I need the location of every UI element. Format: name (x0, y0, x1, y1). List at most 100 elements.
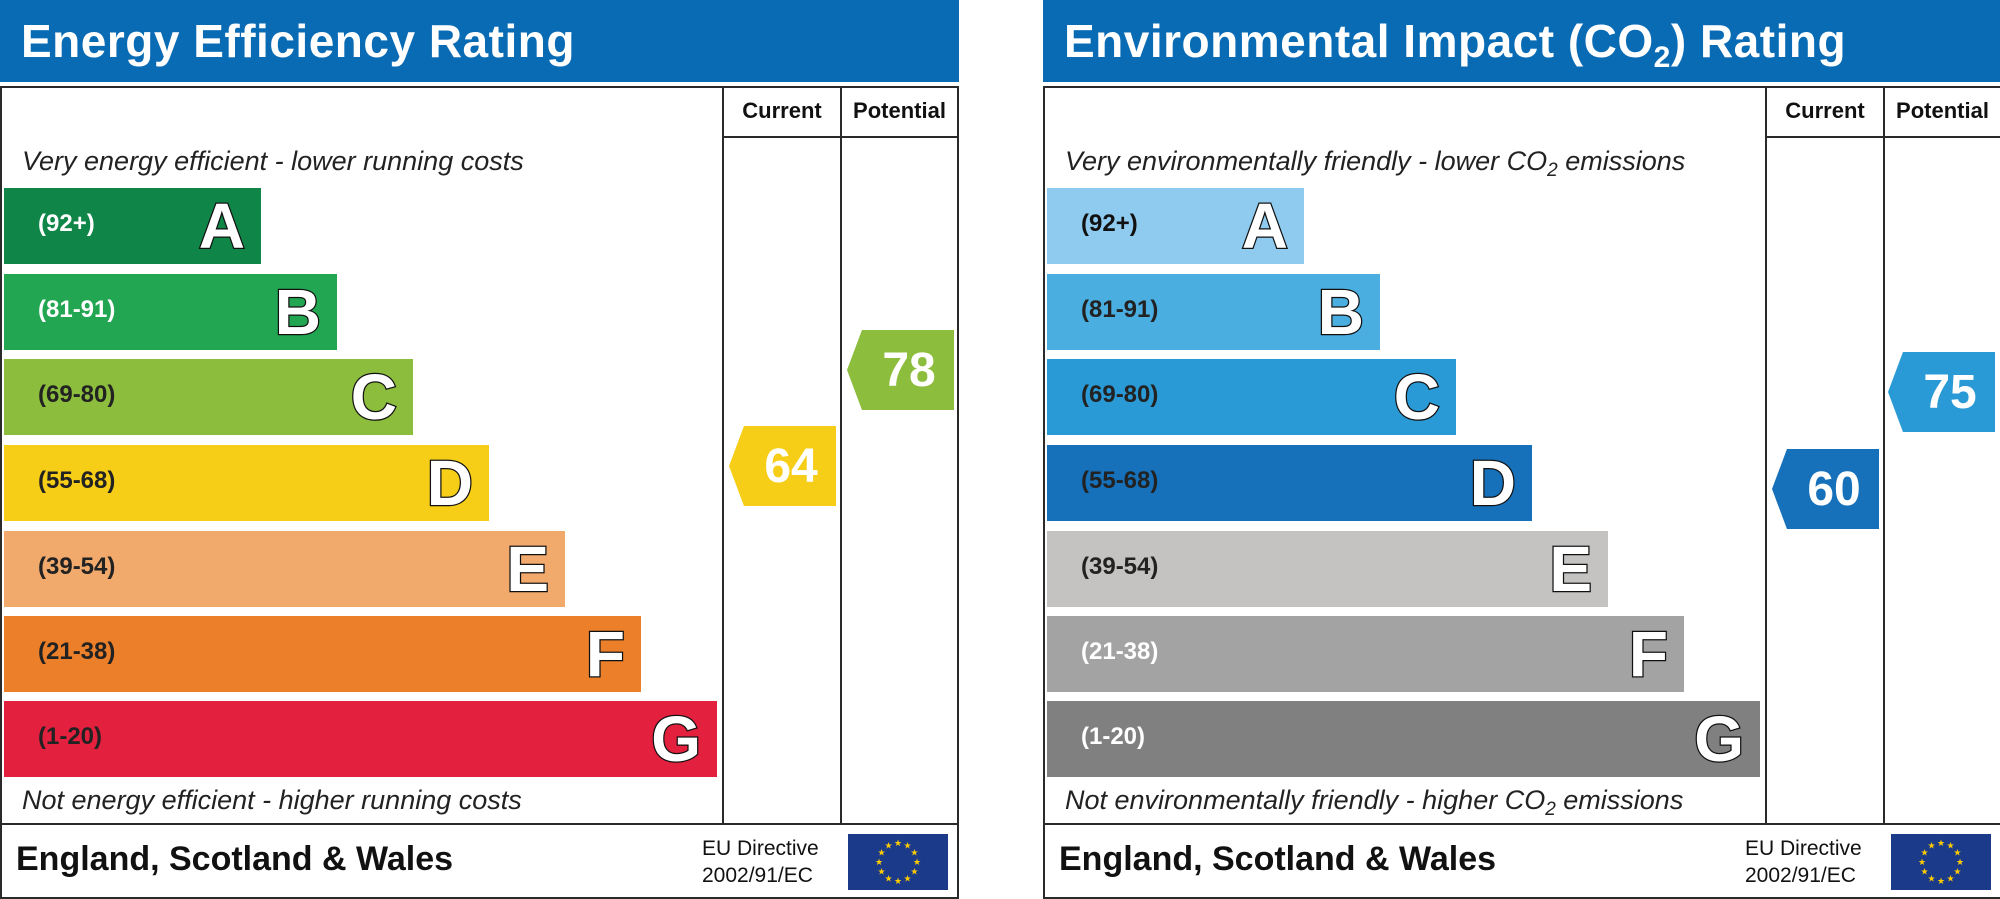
environment-divider-current (1765, 88, 1767, 823)
environment-current-header: Current (1785, 98, 1865, 123)
environment-band-f-letter: F (1628, 617, 1670, 692)
energy-directive-line1: EU Directive (702, 837, 819, 860)
environment-title-end: ) Rating (1670, 15, 1847, 67)
energy-band-b-range: (81-91) (38, 296, 116, 323)
environment-current-arrow: 60 (1772, 449, 1879, 529)
environmental-impact-panel: Environmental Impact (CO2) Rating Curren… (1043, 0, 2000, 899)
environment-band-c-letter: C (1393, 360, 1442, 435)
eu-star-icon: ★ (878, 848, 886, 858)
environment-band-e: (39-54) E (1047, 531, 1608, 607)
environment-header-rule (1765, 136, 2000, 138)
eu-star-icon: ★ (1937, 876, 1945, 886)
energy-current-value: 64 (764, 440, 818, 493)
eu-flag-icon: ★ ★ ★ ★ ★ ★ ★ ★ ★ ★ ★ ★ (848, 834, 948, 890)
environment-potential-arrow: 75 (1888, 352, 1995, 432)
energy-region: England, Scotland & Wales (16, 840, 454, 878)
environment-title: Environmental Impact (CO2) Rating (1064, 14, 1846, 75)
environment-divider-potential (1883, 88, 1885, 823)
eu-star-icon: ★ (910, 848, 918, 858)
energy-title: Energy Efficiency Rating (21, 15, 575, 67)
environment-band-b-range: (81-91) (1081, 296, 1159, 323)
energy-bottom-note: Not energy efficient - higher running co… (22, 785, 522, 815)
eu-star-icon: ★ (1927, 873, 1935, 883)
energy-band-g-letter: G (650, 702, 702, 777)
energy-current-header: Current (742, 98, 822, 123)
environment-band-a-letter: A (1241, 189, 1290, 264)
environment-band-a-range: (92+) (1081, 210, 1138, 237)
environment-band-b: (81-91) B (1047, 274, 1380, 350)
energy-band-d-range: (55-68) (38, 467, 116, 494)
energy-directive: EU Directive 2002/91/EC (702, 835, 819, 889)
environment-header: Environmental Impact (CO2) Rating (1043, 0, 2000, 82)
environment-potential-value: 75 (1923, 366, 1977, 419)
energy-band-f: (21-38) F (4, 616, 641, 692)
energy-band-b-letter: B (274, 275, 323, 350)
environment-band-g-range: (1-20) (1081, 723, 1146, 750)
environment-frame: Current Potential Very environmentally f… (1043, 86, 2000, 899)
environment-top-note-main: Very environmentally friendly - lower CO (1065, 146, 1548, 176)
energy-footer-rule (2, 823, 957, 825)
eu-star-icon: ★ (1921, 867, 1929, 877)
energy-directive-line2: 2002/91/EC (702, 864, 813, 887)
eu-star-icon: ★ (884, 841, 892, 851)
energy-top-note: Very energy efficient - lower running co… (22, 146, 524, 176)
eu-star-icon: ★ (1956, 857, 1964, 867)
environment-band-f: (21-38) F (1047, 616, 1684, 692)
energy-band-c-range: (69-80) (38, 381, 116, 408)
environment-bottom-note: Not environmentally friendly - higher CO… (1065, 785, 1684, 820)
energy-band-d: (55-68) D (4, 445, 489, 521)
energy-band-f-letter: F (585, 617, 627, 692)
eu-star-icon: ★ (894, 876, 902, 886)
environment-bottom-note-main: Not environmentally friendly - higher CO (1065, 785, 1546, 815)
environment-band-c: (69-80) C (1047, 359, 1456, 435)
environment-potential-header: Potential (1896, 98, 1989, 123)
eu-star-icon: ★ (1918, 857, 1926, 867)
environment-top-note: Very environmentally friendly - lower CO… (1065, 146, 1685, 181)
energy-potential-header: Potential (853, 98, 946, 123)
eu-star-icon: ★ (878, 867, 886, 877)
eu-star-icon: ★ (1921, 848, 1929, 858)
eu-star-icon: ★ (910, 867, 918, 877)
energy-band-e-range: (39-54) (38, 553, 116, 580)
energy-band-e-letter: E (505, 532, 550, 607)
environment-bottom-note-subscript: 2 (1545, 799, 1556, 820)
environment-directive: EU Directive 2002/91/EC (1745, 835, 1862, 889)
environment-band-g: (1-20) G (1047, 701, 1760, 777)
energy-band-f-range: (21-38) (38, 638, 116, 665)
eu-star-icon: ★ (1946, 841, 1954, 851)
environment-band-a: (92+) A (1047, 188, 1304, 264)
energy-band-a-range: (92+) (38, 210, 95, 237)
eu-star-icon: ★ (1946, 873, 1954, 883)
environment-bottom-note-end: emissions (1555, 785, 1684, 815)
energy-divider-current (722, 88, 724, 823)
eu-star-icon: ★ (903, 841, 911, 851)
energy-header: Energy Efficiency Rating (0, 0, 959, 82)
energy-band-g: (1-20) G (4, 701, 717, 777)
environment-band-e-range: (39-54) (1081, 553, 1159, 580)
energy-current-arrow: 64 (729, 426, 836, 506)
energy-potential-value: 78 (882, 344, 936, 397)
energy-band-b: (81-91) B (4, 274, 337, 350)
energy-band-c: (69-80) C (4, 359, 413, 435)
energy-frame: Current Potential Very energy efficient … (0, 86, 959, 899)
eu-star-icon: ★ (1937, 838, 1945, 848)
energy-efficiency-panel: Energy Efficiency Rating Current Potenti… (0, 0, 959, 899)
environment-directive-line2: 2002/91/EC (1745, 864, 1856, 887)
eu-star-icon: ★ (1953, 848, 1961, 858)
energy-band-d-letter: D (426, 446, 475, 521)
environment-band-c-range: (69-80) (1081, 381, 1159, 408)
environment-directive-line1: EU Directive (1745, 837, 1862, 860)
eu-star-icon: ★ (1953, 867, 1961, 877)
environment-band-b-letter: B (1317, 275, 1366, 350)
energy-band-e: (39-54) E (4, 531, 565, 607)
eu-star-icon: ★ (903, 873, 911, 883)
eu-star-icon: ★ (884, 873, 892, 883)
environment-title-main: Environmental Impact (CO (1064, 15, 1654, 67)
energy-band-a-letter: A (198, 189, 247, 264)
environment-title-subscript: 2 (1653, 41, 1671, 75)
environment-footer-rule (1045, 823, 2000, 825)
eu-star-icon: ★ (913, 857, 921, 867)
energy-header-rule (722, 136, 957, 138)
environment-band-d-letter: D (1469, 446, 1518, 521)
energy-potential-arrow: 78 (847, 330, 954, 410)
